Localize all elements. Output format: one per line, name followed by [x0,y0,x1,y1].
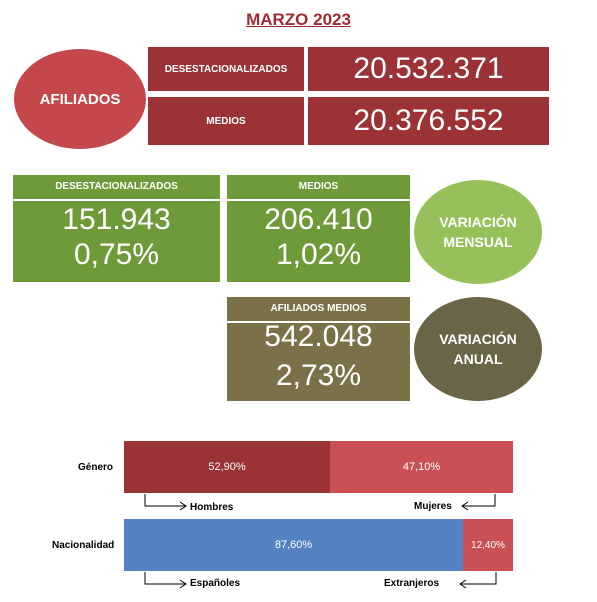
afiliados-oval: AFILIADOS [14,49,146,149]
row-label-genero: Género [78,462,114,473]
mensual-medios-pct: 1,02% [275,238,362,271]
arrow-hombres-icon [144,494,187,511]
variacion-mensual-label-1: VARIACIÓN [439,214,517,230]
afiliados-desestacionalizados-label: DESESTACIONALIZADOS [148,47,304,91]
variacion-anual-oval: VARIACIÓN ANUAL [414,297,542,401]
arrow-espanoles-icon [144,572,187,589]
mensual-desestacionalizados-label: DESESTACIONALIZADOS [13,175,220,201]
anual-afiliados-medios-value: 542.048 [264,320,373,353]
legend-espanoles: Españoles [190,578,241,589]
anual-afiliados-medios-box: AFILIADOS MEDIOS 542.048 2,73% [227,297,410,401]
bar-segment-extranjeros: 12,40% [463,519,513,571]
variacion-anual-label-2: ANUAL [453,351,503,367]
variacion-mensual-oval: VARIACIÓN MENSUAL [414,180,542,284]
afiliados-medios-value: 20.376.552 [308,97,549,145]
afiliados-oval-label: AFILIADOS [39,90,121,108]
bar-value-mujeres: 47,10% [402,461,441,473]
mensual-medios-value: 206.410 [264,203,373,236]
legend-mujeres: Mujeres [414,501,452,512]
variacion-anual-label-1: VARIACIÓN [439,331,517,347]
arrow-mujeres-icon [461,494,496,511]
anual-afiliados-medios-pct: 2,73% [275,359,362,392]
bar-segment-hombres: 52,90% [124,441,330,493]
page-title: MARZO 2023 [246,10,351,29]
bar-segment-mujeres: 47,10% [330,441,513,493]
legend-hombres: Hombres [190,502,234,513]
bar-value-extranjeros: 12,40% [471,539,505,551]
mensual-desestacionalizados-value: 151.943 [62,203,171,236]
mensual-medios-label: MEDIOS [227,175,410,201]
bar-value-espanoles: 87,60% [274,539,313,551]
mensual-desestacionalizados-box: DESESTACIONALIZADOS 151.943 0,75% [13,175,220,282]
mensual-desestacionalizados-pct: 0,75% [73,238,160,271]
bar-segment-espanoles: 87,60% [124,519,463,571]
mensual-medios-box: MEDIOS 206.410 1,02% [227,175,410,282]
afiliados-desestacionalizados-value: 20.532.371 [308,47,549,91]
variacion-mensual-label-2: MENSUAL [443,234,513,250]
row-label-nacionalidad: Nacionalidad [52,540,115,551]
afiliados-medios-label: MEDIOS [148,97,304,145]
bar-value-hombres: 52,90% [208,461,246,473]
legend-extranjeros: Extranjeros [384,578,440,589]
arrow-extranjeros-icon [459,572,497,589]
anual-afiliados-medios-label: AFILIADOS MEDIOS [227,297,410,323]
